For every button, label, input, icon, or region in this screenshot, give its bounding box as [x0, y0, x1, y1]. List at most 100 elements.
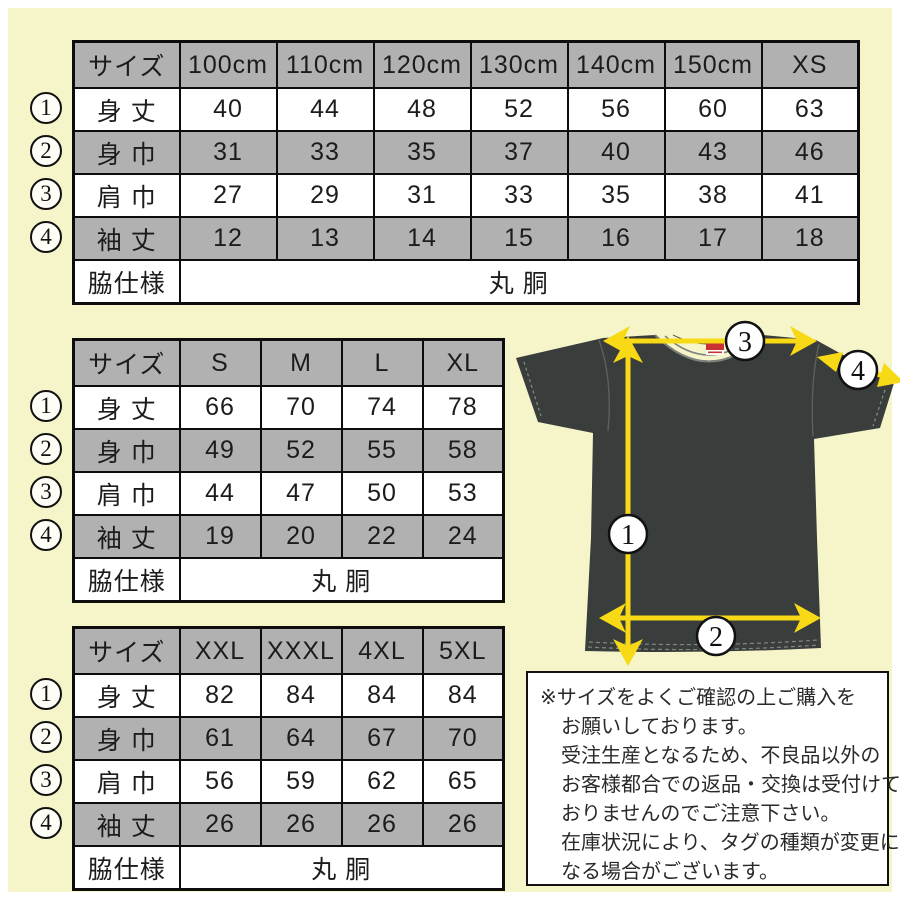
cell: 55	[340, 428, 424, 473]
cell: 48	[372, 87, 472, 132]
size-table-big-section: 1 2 3 4 サイズ XXL XXXL 4XL 5XL 身 丈 82 8	[30, 626, 505, 891]
arrowhead-bottom-1	[613, 639, 643, 666]
cell: 46	[760, 130, 860, 175]
cell: 16	[566, 216, 666, 261]
cell: 67	[340, 716, 424, 761]
size-table-adult-section: 1 2 3 4 サイズ S M L XL 身 丈 66 70	[30, 338, 505, 603]
cell: 84	[340, 673, 424, 718]
table-row-body-length: 身 丈 82 84 84 84	[72, 673, 505, 718]
table-row-shoulder-width: 肩 巾 44 47 50 53	[72, 471, 505, 516]
table-header-row: サイズ S M L XL	[72, 338, 505, 387]
left-sleeve-seam	[598, 339, 610, 432]
neck-tag-stripe	[708, 351, 722, 354]
size-table-kids: サイズ 100cm 110cm 120cm 130cm 140cm 150cm …	[72, 40, 860, 305]
row-label: 身 巾	[72, 130, 181, 175]
header-cell: サイズ	[72, 626, 181, 675]
cell: 40	[178, 87, 278, 132]
header-cell: M	[259, 338, 343, 387]
cell: 52	[259, 428, 343, 473]
cell: 58	[421, 428, 505, 473]
purchase-notice-box: ※サイズをよくご確認の上ご購入を お願いしております。 受注生産となるため、不良…	[526, 671, 900, 886]
cell: 70	[421, 716, 505, 761]
header-cell: サイズ	[72, 40, 181, 89]
cell: 37	[469, 130, 569, 175]
table-row-side-spec: 脇仕様 丸 胴	[72, 845, 505, 891]
marker-4-icon: 4	[30, 221, 62, 253]
row-label: 袖 丈	[72, 216, 181, 261]
row-label: 脇仕様	[72, 845, 181, 891]
arrowhead-upper-4	[817, 352, 843, 372]
side-spec-value: 丸 胴	[178, 845, 505, 891]
header-cell: S	[178, 338, 262, 387]
cell: 14	[372, 216, 472, 261]
cell: 47	[259, 471, 343, 516]
header-cell: 120cm	[372, 40, 472, 89]
header-cell: サイズ	[72, 338, 181, 387]
row-label: 袖 丈	[72, 514, 181, 559]
header-cell: XS	[760, 40, 860, 89]
tshirt-body	[516, 335, 894, 652]
shirt-marker-2-label: 2	[709, 622, 723, 653]
table-row-side-spec: 脇仕様 丸 胴	[72, 259, 860, 305]
cell: 26	[340, 802, 424, 847]
cell: 26	[421, 802, 505, 847]
cell: 13	[275, 216, 375, 261]
cell: 60	[663, 87, 763, 132]
header-cell: XL	[421, 338, 505, 387]
table-row-body-width: 身 巾 49 52 55 58	[72, 428, 505, 473]
notice-line: お客様都合での返品・交換は受付けて	[561, 774, 900, 796]
header-cell: XXXL	[259, 626, 343, 675]
cell: 84	[421, 673, 505, 718]
cell: 29	[275, 173, 375, 218]
cell: 27	[178, 173, 278, 218]
cell: 43	[663, 130, 763, 175]
cell: 78	[421, 385, 505, 430]
shirt-marker-3-label: 3	[738, 327, 752, 358]
cell: 82	[178, 673, 262, 718]
cell: 63	[760, 87, 860, 132]
side-spec-value: 丸 胴	[178, 259, 860, 305]
shirt-marker-1-icon	[607, 513, 649, 555]
row-label: 身 丈	[72, 385, 181, 430]
marker-4-icon: 4	[30, 519, 62, 551]
marker-3-icon: 3	[30, 178, 62, 210]
cell: 31	[178, 130, 278, 175]
cell: 33	[469, 173, 569, 218]
cell: 20	[259, 514, 343, 559]
header-cell: 100cm	[178, 40, 278, 89]
marker-2-icon: 2	[30, 721, 62, 753]
side-spec-value: 丸 胴	[178, 557, 505, 603]
shirt-marker-1-label: 1	[621, 520, 635, 551]
marker-3-icon: 3	[30, 764, 62, 796]
right-sleeve-stitch	[872, 389, 886, 427]
cell: 62	[340, 759, 424, 804]
cell: 44	[178, 471, 262, 516]
cell: 52	[469, 87, 569, 132]
shirt-marker-4-label: 4	[851, 356, 865, 387]
cream-canvas: 1 2 3 4 サイズ 100cm 110cm 120cm 130cm 140c…	[8, 8, 900, 892]
cell: 66	[178, 385, 262, 430]
row-label: 肩 巾	[72, 471, 181, 516]
shirt-marker-2-icon	[695, 615, 737, 657]
cell: 40	[566, 130, 666, 175]
table-row-sleeve-length: 袖 丈 26 26 26 26	[72, 802, 505, 847]
cell: 19	[178, 514, 262, 559]
header-cell: 5XL	[421, 626, 505, 675]
table-row-body-width: 身 巾 61 64 67 70	[72, 716, 505, 761]
row-label: 肩 巾	[72, 173, 181, 218]
neck-tag-icon	[706, 341, 724, 350]
row-label: 身 巾	[72, 428, 181, 473]
cell: 15	[469, 216, 569, 261]
table-row-shoulder-width: 肩 巾 56 59 62 65	[72, 759, 505, 804]
header-cell: XXL	[178, 626, 262, 675]
row-label: 脇仕様	[72, 259, 181, 305]
shirt-marker-4-icon	[837, 349, 879, 391]
row-label: 脇仕様	[72, 557, 181, 603]
table-row-body-width: 身 巾 31 33 35 37 40 43 46	[72, 130, 860, 175]
tshirt-measurement-diagram: 3 4 1 2	[513, 308, 900, 680]
cell: 22	[340, 514, 424, 559]
cell: 35	[566, 173, 666, 218]
table-row-sleeve-length: 袖 丈 19 20 22 24	[72, 514, 505, 559]
cell: 17	[663, 216, 763, 261]
cell: 35	[372, 130, 472, 175]
